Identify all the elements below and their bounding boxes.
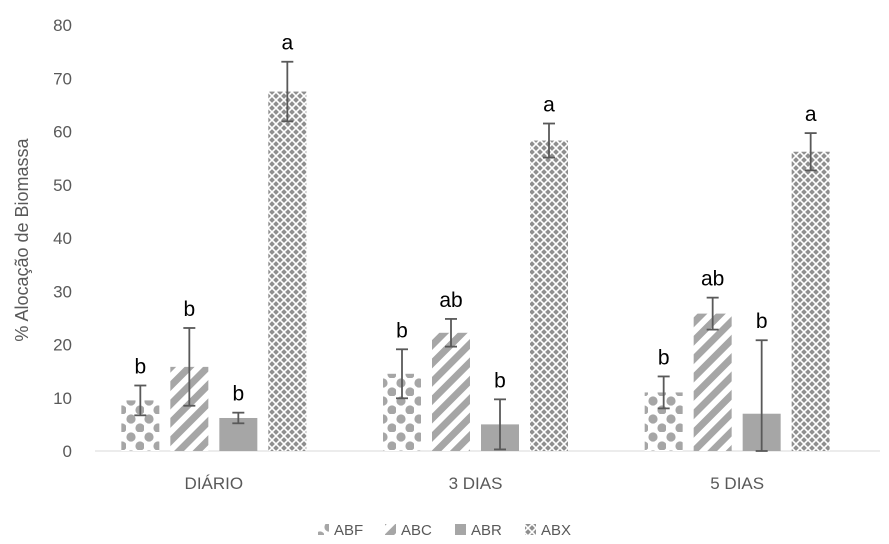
error-bar [755, 339, 768, 452]
y-tick-label: 30 [53, 282, 72, 301]
legend-swatch-abx [525, 524, 536, 535]
legend-label: ABC [401, 522, 432, 539]
y-tick-label: 50 [53, 176, 72, 195]
y-tick-label: 40 [53, 229, 72, 248]
bar-abc [432, 332, 470, 451]
error-bar [706, 296, 719, 331]
category-label: 5 DIAS [710, 474, 764, 493]
legend-label: ABF [334, 522, 363, 539]
legend: ABF ABC ABR ABX [318, 522, 571, 539]
significance-label: b [658, 346, 670, 369]
legend-swatch-abc [385, 524, 396, 535]
bar-abx [268, 91, 307, 451]
significance-label: a [281, 32, 293, 55]
significance-label: ab [439, 289, 462, 312]
bar-abx [791, 151, 830, 452]
legend-label: ABX [541, 522, 571, 539]
legend-label: ABR [471, 522, 502, 539]
significance-label: a [543, 94, 555, 117]
category-label: DIÁRIO [185, 474, 244, 493]
error-bars [134, 60, 817, 452]
significance-label: b [134, 356, 146, 379]
significance-label: a [805, 103, 817, 126]
error-bar [543, 122, 555, 159]
y-tick-label: 80 [53, 16, 72, 35]
y-tick-label: 0 [63, 442, 72, 461]
bar-abc [693, 313, 732, 451]
significance-label: b [232, 383, 244, 406]
error-bar [134, 384, 147, 417]
error-bar [281, 60, 294, 123]
y-tick-label: 70 [53, 69, 72, 88]
y-tick-label: 20 [53, 336, 72, 355]
error-bar [396, 348, 408, 400]
significance-label: b [494, 369, 506, 392]
significance-label: b [396, 319, 408, 342]
error-bar [445, 318, 457, 348]
error-bar [804, 132, 817, 172]
significance-label: b [183, 298, 195, 321]
error-bar [494, 398, 506, 451]
significance-label: ab [701, 268, 724, 291]
legend-swatch-abf [318, 524, 329, 535]
y-axis-ticks: 0 10 20 30 40 50 60 70 80 [53, 16, 72, 461]
error-bar [657, 375, 670, 410]
y-tick-label: 60 [53, 123, 72, 142]
y-tick-label: 10 [53, 389, 72, 408]
significance-label: b [756, 310, 768, 333]
error-bar [183, 327, 196, 407]
legend-swatch-abr [455, 524, 466, 535]
bar-abx [530, 140, 568, 452]
category-labels: DIÁRIO 3 DIAS 5 DIAS [185, 474, 765, 493]
category-label: 3 DIAS [449, 474, 503, 493]
y-axis-label: % Alocação de Biomassa [12, 137, 32, 341]
error-bar [232, 411, 245, 425]
